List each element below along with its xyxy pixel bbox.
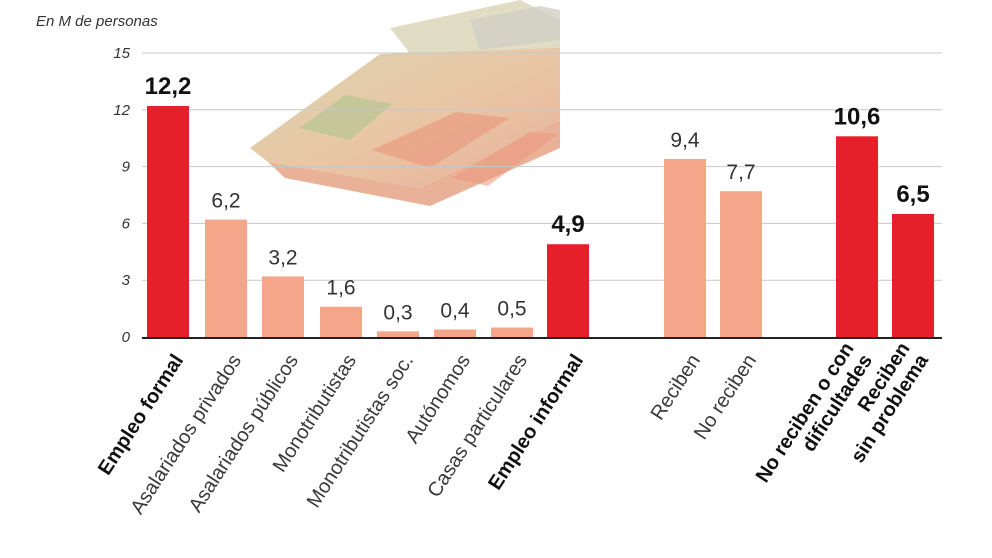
bar — [434, 329, 476, 337]
banknotes-image — [250, 0, 560, 206]
bar — [892, 213, 934, 337]
category-label-line: Monotributistas soc. — [303, 351, 418, 512]
bar — [836, 136, 878, 337]
category-label-line: Casas particulares — [423, 351, 532, 502]
bar — [491, 327, 533, 337]
category-label-line: Asalariados públicos — [185, 351, 303, 517]
category-label: Monotributistas soc. — [303, 351, 418, 512]
bar-value-label: 6,5 — [896, 181, 929, 208]
bar-value-label: 12,2 — [145, 73, 192, 100]
category-label: Asalariados privados — [126, 351, 246, 519]
y-tick-label: 9 — [122, 159, 131, 176]
y-axis-unit-label: En M de personas — [36, 13, 158, 30]
bar-value-label: 9,4 — [670, 129, 700, 152]
category-label: Reciben — [647, 351, 705, 425]
bar — [547, 244, 589, 337]
bar — [320, 306, 362, 337]
y-tick-label: 6 — [122, 215, 131, 232]
category-label: Casas particulares — [423, 351, 532, 502]
bar-value-label: 4,9 — [551, 211, 584, 238]
category-label-line: Reciben — [647, 351, 705, 425]
bar — [664, 159, 706, 337]
bar — [262, 276, 304, 337]
bar-value-label: 1,6 — [326, 277, 355, 300]
bar — [205, 219, 247, 337]
bar — [720, 191, 762, 337]
y-tick-label: 15 — [113, 45, 130, 62]
bar-value-label: 10,6 — [834, 103, 881, 130]
bar — [147, 106, 189, 337]
bars — [147, 106, 934, 337]
bar-value-label: 0,3 — [383, 301, 412, 324]
bar-value-label: 3,2 — [268, 246, 297, 269]
bar-value-label: 0,5 — [497, 298, 526, 321]
bar-value-label: 0,4 — [440, 299, 470, 322]
value-labels: 12,2 6,2 3,2 1,6 0,3 0,4 0,5 4,9 9,4 7,7 10,6 6,5 — [145, 73, 930, 324]
category-label-line: Asalariados privados — [126, 351, 246, 519]
category-label: Asalariados públicos — [185, 351, 303, 517]
bar-value-label: 7,7 — [726, 161, 755, 184]
y-axis-ticks: 15 12 9 6 3 0 — [113, 45, 130, 346]
y-tick-label: 0 — [122, 329, 131, 346]
bar-value-label: 6,2 — [211, 190, 240, 213]
y-tick-label: 3 — [122, 272, 131, 289]
y-tick-label: 12 — [113, 102, 130, 119]
bar — [377, 331, 419, 337]
